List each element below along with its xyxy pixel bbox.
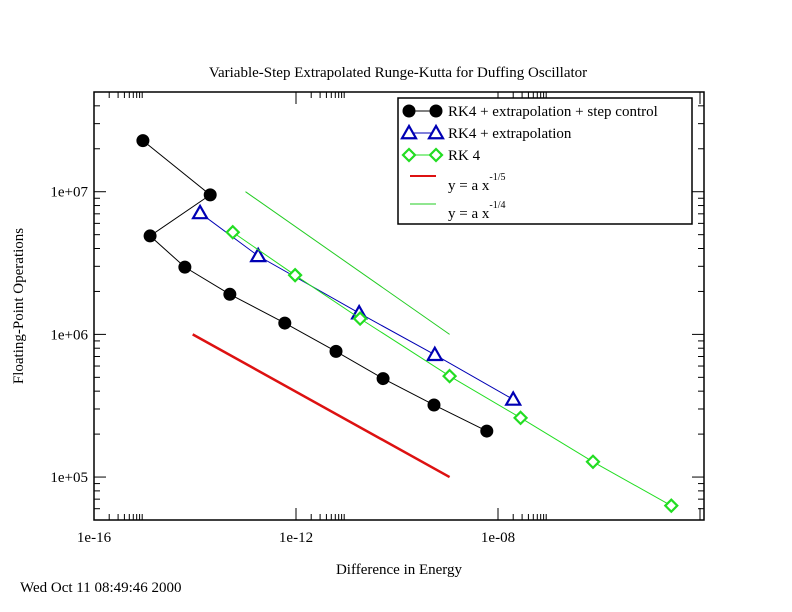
y-tick-label: 1e+06	[50, 327, 88, 343]
data-point	[191, 203, 209, 220]
data-point	[480, 424, 494, 438]
legend-marker	[402, 104, 416, 118]
data-point	[425, 345, 444, 362]
data-point	[504, 390, 523, 406]
axis-ticks: 1e-16 1e-12 1e-08 1e+05 1e+06 1e+07	[50, 91, 704, 546]
data-point	[203, 188, 217, 202]
data-point	[223, 287, 237, 301]
legend-marker	[427, 123, 445, 140]
legend-marker	[428, 147, 444, 163]
series-4	[245, 191, 450, 335]
x-tick-label: 1e-12	[279, 530, 313, 546]
data-point	[278, 316, 292, 330]
series-line	[142, 140, 488, 432]
data-point	[352, 311, 368, 327]
plot-frame	[93, 91, 705, 521]
timestamp: Wed Oct 11 08:49:46 2000	[20, 580, 182, 596]
chart-title: Variable-Step Extrapolated Runge-Kutta f…	[209, 65, 587, 81]
x-axis-label: Difference in Energy	[336, 562, 463, 578]
data-point	[225, 224, 241, 240]
data-point	[663, 498, 679, 514]
data-point	[585, 454, 601, 470]
legend-label: RK4 + extrapolation	[448, 126, 572, 142]
legend-box	[397, 97, 693, 225]
legend-marker	[429, 104, 443, 118]
legend-superscript: -1/4	[489, 200, 505, 211]
series-0	[136, 134, 494, 438]
series-line	[199, 212, 514, 400]
data-point	[136, 134, 150, 148]
data-point	[427, 398, 441, 412]
legend-marker	[401, 147, 417, 163]
legend-superscript: -1/5	[489, 172, 505, 183]
x-tick-label: 1e-16	[77, 530, 112, 546]
x-tick-label: 1e-08	[481, 530, 515, 546]
data-point	[513, 410, 529, 426]
legend-label: RK4 + extrapolation + step control	[448, 104, 658, 120]
data-point	[178, 260, 192, 274]
data-point	[287, 267, 303, 283]
series-3	[192, 333, 451, 479]
data-point	[329, 344, 343, 358]
plot-frame-rect	[93, 91, 705, 521]
data-point	[249, 246, 268, 263]
data-point	[442, 368, 458, 384]
series-2	[225, 224, 679, 514]
y-tick-label: 1e+05	[50, 470, 88, 486]
legend: RK4 + extrapolation + step control RK4 + …	[397, 97, 693, 225]
data-point	[143, 229, 157, 243]
data-point	[376, 372, 390, 386]
legend-marker	[400, 123, 418, 140]
y-tick-label: 1e+07	[50, 185, 88, 201]
plot-series	[136, 134, 679, 514]
y-axis-label: Floating-Point Operations	[11, 228, 27, 384]
series-1	[191, 203, 523, 406]
series-line	[245, 191, 450, 335]
legend-label: RK 4	[448, 148, 481, 164]
series-line	[192, 333, 451, 479]
